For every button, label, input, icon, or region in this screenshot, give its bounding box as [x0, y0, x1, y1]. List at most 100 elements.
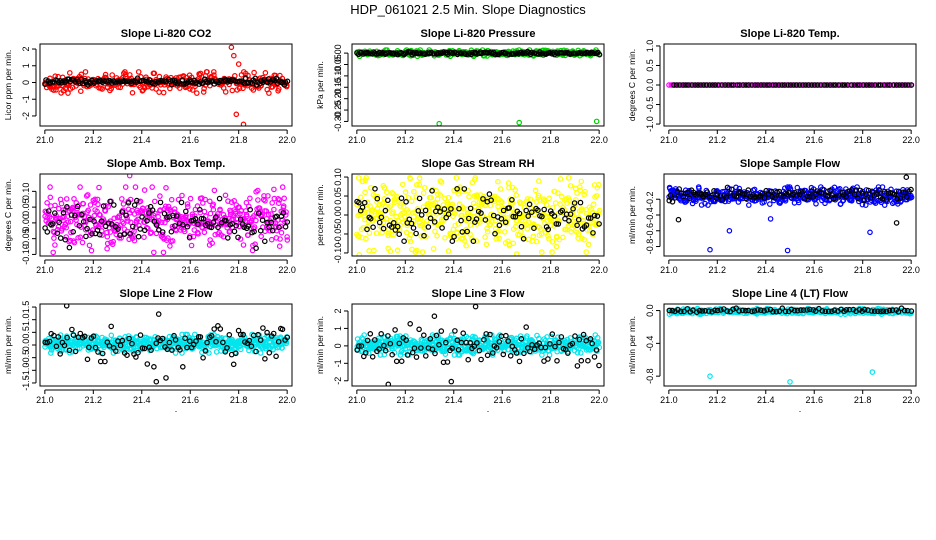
- panel-5-s1-point: [499, 199, 505, 206]
- panel-9-s2-point: [791, 307, 798, 314]
- panel-5-s1-point: [546, 195, 552, 202]
- panel-5-s2-point: [456, 205, 462, 212]
- panel-5-s1-point: [362, 177, 369, 184]
- panel-3-frame: [663, 43, 917, 127]
- panel-6-title: Slope Sample Flow: [740, 158, 841, 170]
- panel-5-s1-point: [402, 189, 409, 195]
- panel-6-s2-point: [799, 188, 806, 195]
- panel-8-s2-point: [449, 345, 455, 352]
- panel-3-s2-point: [770, 82, 776, 88]
- panel-4-s1-point: [85, 207, 92, 214]
- panel-3-s2-point: [848, 82, 855, 88]
- panel-3-title: Slope Li-820 Temp.: [740, 28, 839, 40]
- panel-7-s1-point: [213, 349, 220, 355]
- panel-8-s2-point: [576, 336, 583, 343]
- panel-1-s1-point: [211, 72, 217, 78]
- panel-8-s2-point: [554, 357, 560, 364]
- panel-4-y-tick-label: 0.00: [21, 214, 31, 232]
- panel-4-s1-point: [268, 236, 275, 243]
- panel-7-s2-outlier: [163, 375, 169, 381]
- panel-4-s2-point: [142, 227, 148, 234]
- panel-1-s1-point: [109, 72, 116, 78]
- panel-9-s2-point: [878, 308, 884, 315]
- panel-8-s2-point: [505, 338, 512, 344]
- panel-4-s2-point: [105, 220, 112, 227]
- panel-5-s1-point: [376, 201, 383, 208]
- panel-6-s2-point: [873, 191, 880, 198]
- panel-4-s1-point: [276, 197, 283, 203]
- panel-5-s2-point: [555, 221, 562, 227]
- panel-3-s2-point: [851, 82, 858, 88]
- panel-8-s2-point: [381, 342, 387, 349]
- panel-6-s2-point: [827, 187, 833, 194]
- panel-1-x-tick-label: 22.0: [278, 135, 296, 145]
- panel-1-s1-point: [53, 87, 59, 93]
- panel-2-s2-point: [528, 49, 535, 56]
- panel-9-x-tick-label: 22.0: [902, 395, 920, 405]
- panel-4-s1-point: [184, 201, 191, 207]
- panel-4-s2-point: [184, 223, 191, 230]
- panel-6-x-tick-label: 22.0: [902, 265, 920, 275]
- panel-4-s2-point: [172, 223, 178, 229]
- panel-7-s2-point: [119, 337, 126, 344]
- panel-4-y-label: degrees C per min.: [3, 179, 13, 251]
- panel-8-s2-point: [454, 337, 461, 344]
- panel-2-y-tick-label: -0.15: [333, 77, 343, 98]
- panel-9-s2-point: [825, 308, 832, 315]
- panel-4-s1-point: [159, 219, 165, 226]
- panel-5-x-tick-label: 21.2: [397, 265, 415, 275]
- panel-5-s1-point: [389, 190, 396, 196]
- panel-6-y-axis: -0.8-0.6-0.4-0.2: [645, 191, 661, 254]
- panel-4-s2-point: [237, 216, 244, 223]
- panel-2-series-1: [354, 47, 602, 126]
- panel-5-s1-point: [400, 204, 407, 210]
- panel-5-x-tick-label: 22.0: [590, 265, 608, 275]
- panel-6-s2-point: [686, 195, 693, 202]
- panel-3-s2-point: [856, 82, 863, 88]
- panel-4-s2-point: [233, 222, 240, 229]
- panel-9-s2-point: [709, 308, 715, 315]
- panel-8-s2-point: [513, 350, 520, 356]
- panel-5-s1-point: [565, 175, 572, 181]
- panel-4-s2-point: [62, 236, 69, 243]
- panel-7-s2-point: [61, 342, 68, 349]
- panel-5-s2-point: [382, 207, 389, 214]
- panel-4-s2-point: [123, 212, 129, 219]
- panel-3-s2-point: [725, 82, 732, 88]
- panel-4-s1-point: [104, 245, 110, 252]
- panel-5-s2-point: [547, 208, 554, 214]
- panel-5-s1-point: [574, 190, 580, 196]
- panel-1-s1-point: [275, 86, 282, 92]
- panel-1-s1-point: [200, 89, 207, 95]
- panel-8-s2-point: [418, 345, 424, 351]
- panel-5-s1-point: [394, 193, 400, 200]
- panel-5-s2-point: [366, 214, 373, 221]
- panel-5-s1-point: [363, 235, 369, 242]
- panel-4-s2-point: [134, 197, 140, 204]
- panel-9-s2-point: [856, 306, 863, 313]
- panel-4-s1-point: [141, 187, 148, 193]
- panel-8-series-2: [354, 304, 602, 386]
- panel-1-s1-point: [222, 89, 229, 95]
- panel-4-s2-point: [153, 222, 160, 228]
- panel-4-s1-point: [77, 234, 84, 241]
- panel-7-y-tick-label: 0.0: [21, 339, 31, 352]
- panel-9-s2-point: [742, 307, 749, 314]
- panel-5-s1-point: [484, 228, 491, 235]
- panel-7-s2-point: [237, 331, 244, 338]
- panel-7-s2-point: [77, 330, 84, 337]
- panel-5-s1-point: [448, 233, 454, 240]
- panel-5-s2-point: [518, 223, 525, 230]
- panel-8-s2-point: [398, 358, 405, 365]
- panel-3-s2-point: [748, 82, 755, 88]
- panel-2-y-tick-label: -0.25: [333, 100, 343, 121]
- panel-1-s1-point: [50, 87, 57, 93]
- panel-5-s2-point: [451, 233, 457, 240]
- panel-4-s1-point: [278, 229, 285, 236]
- panel-4-s2-point: [168, 228, 175, 235]
- panel-8-x-tick-label: 21.2: [397, 395, 415, 405]
- panel-5-s1-point: [416, 175, 423, 181]
- panel-5-s2-point: [378, 214, 385, 221]
